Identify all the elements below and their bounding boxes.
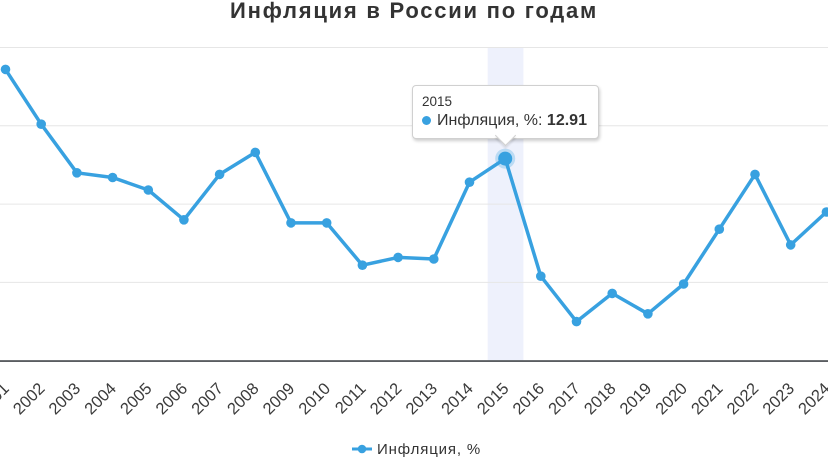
svg-text:2005: 2005 [117, 380, 156, 419]
svg-text:2019: 2019 [617, 380, 656, 419]
svg-text:2006: 2006 [153, 380, 192, 419]
svg-text:2012: 2012 [367, 380, 406, 419]
svg-text:2008: 2008 [224, 380, 263, 419]
svg-text:2024: 2024 [795, 380, 828, 419]
svg-text:2017: 2017 [545, 380, 584, 419]
svg-text:2003: 2003 [46, 380, 85, 419]
svg-text:2011: 2011 [332, 380, 370, 418]
svg-text:2021: 2021 [688, 380, 727, 419]
svg-text:2010: 2010 [295, 380, 334, 419]
svg-text:2002: 2002 [10, 380, 49, 419]
svg-text:2014: 2014 [438, 380, 477, 419]
svg-text:2022: 2022 [724, 380, 763, 419]
svg-text:2009: 2009 [260, 380, 299, 419]
svg-text:2013: 2013 [402, 380, 441, 419]
svg-text:2016: 2016 [509, 380, 548, 419]
svg-text:2023: 2023 [759, 380, 798, 419]
svg-text:2007: 2007 [188, 380, 227, 419]
svg-text:2004: 2004 [81, 380, 120, 419]
svg-text:2020: 2020 [652, 380, 691, 419]
svg-text:2018: 2018 [581, 380, 620, 419]
svg-text:2015: 2015 [474, 380, 513, 419]
svg-text:2001: 2001 [0, 380, 13, 419]
